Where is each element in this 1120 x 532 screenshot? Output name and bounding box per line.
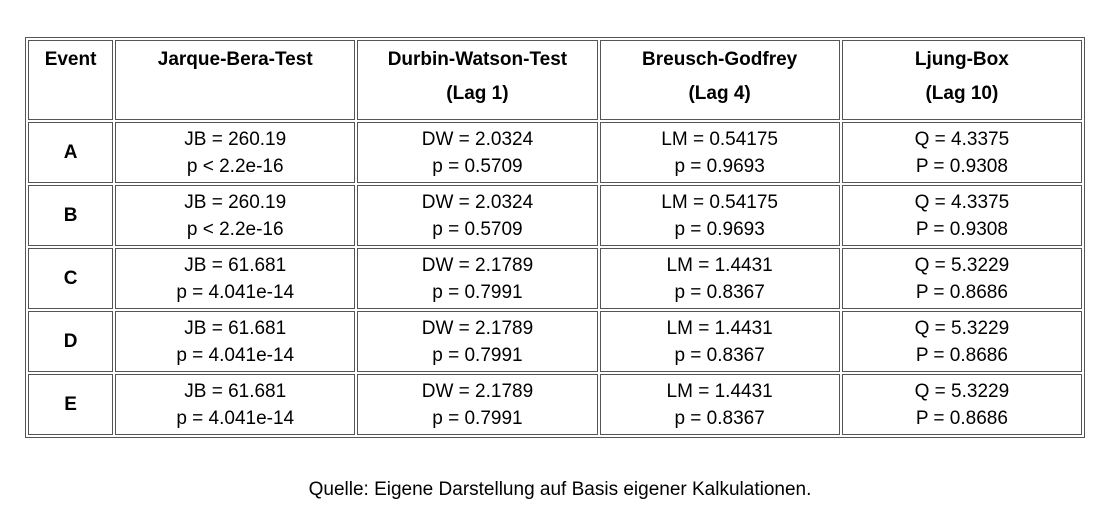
jb-p-value: p < 2.2e-16 [186, 218, 284, 240]
q-p-value: P = 0.9308 [915, 155, 1008, 177]
header-ljung-box: Ljung-Box (Lag 10) [841, 40, 1082, 120]
jb-p-value: p = 4.041e-14 [176, 407, 295, 429]
durbin-watson-cell: DW = 2.1789 p = 0.7991 [357, 311, 598, 372]
header-event-label: Event [44, 49, 97, 70]
jb-stat: JB = 61.681 [184, 317, 287, 339]
ljung-box-cell: Q = 5.3229 P = 0.8686 [841, 311, 1082, 372]
lm-p-value: p = 0.8367 [674, 344, 765, 366]
header-row: Event Jarque-Bera-Test Durbin-Watson-Tes… [28, 40, 1082, 120]
dw-stat: DW = 2.0324 [421, 128, 534, 150]
dw-stat: DW = 2.0324 [421, 191, 534, 213]
q-stat: Q = 4.3375 [914, 191, 1010, 213]
lm-p-value: p = 0.9693 [674, 155, 765, 177]
q-stat: Q = 5.3229 [914, 380, 1010, 402]
q-p-value: P = 0.8686 [915, 344, 1008, 366]
lm-p-value: p = 0.8367 [674, 281, 765, 303]
jb-p-value: p = 4.041e-14 [176, 344, 295, 366]
dw-stat: DW = 2.1789 [421, 254, 534, 276]
source-caption: Quelle: Eigene Darstellung auf Basis eig… [308, 479, 812, 500]
breusch-godfrey-cell: LM = 1.4431 p = 0.8367 [599, 374, 840, 435]
event-cell: D [28, 311, 114, 372]
header-durbin-watson-label: Durbin-Watson-Test [387, 49, 568, 70]
jb-stat: JB = 260.19 [184, 128, 287, 150]
q-p-value: P = 0.9308 [915, 218, 1008, 240]
header-jarque-bera-label: Jarque-Bera-Test [157, 49, 313, 70]
table-row: C JB = 61.681 p = 4.041e-14 DW = 2.1789 … [28, 248, 1082, 309]
breusch-godfrey-cell: LM = 1.4431 p = 0.8367 [599, 311, 840, 372]
header-breusch-godfrey-lag: (Lag 4) [688, 83, 751, 104]
lm-stat: LM = 1.4431 [666, 317, 773, 339]
ljung-box-cell: Q = 4.3375 P = 0.9308 [841, 185, 1082, 246]
q-p-value: P = 0.8686 [915, 281, 1008, 303]
q-stat: Q = 5.3229 [914, 254, 1010, 276]
header-ljung-box-label: Ljung-Box [914, 49, 1009, 70]
ljung-box-cell: Q = 5.3229 P = 0.8686 [841, 374, 1082, 435]
durbin-watson-cell: DW = 2.1789 p = 0.7991 [357, 248, 598, 309]
dw-p-value: p = 0.7991 [432, 344, 523, 366]
dw-stat: DW = 2.1789 [421, 380, 534, 402]
durbin-watson-cell: DW = 2.0324 p = 0.5709 [357, 185, 598, 246]
jb-stat: JB = 61.681 [184, 380, 287, 402]
header-event: Event [28, 40, 114, 120]
dw-stat: DW = 2.1789 [421, 317, 534, 339]
header-durbin-watson-lag: (Lag 1) [446, 83, 509, 104]
ljung-box-cell: Q = 5.3229 P = 0.8686 [841, 248, 1082, 309]
breusch-godfrey-cell: LM = 0.54175 p = 0.9693 [599, 185, 840, 246]
q-stat: Q = 5.3229 [914, 317, 1010, 339]
table-row: E JB = 61.681 p = 4.041e-14 DW = 2.1789 … [28, 374, 1082, 435]
jarque-bera-cell: JB = 260.19 p < 2.2e-16 [115, 122, 356, 183]
table-row: D JB = 61.681 p = 4.041e-14 DW = 2.1789 … [28, 311, 1082, 372]
dw-p-value: p = 0.7991 [432, 281, 523, 303]
jb-p-value: p = 4.041e-14 [176, 281, 295, 303]
dw-p-value: p = 0.7991 [432, 407, 523, 429]
table-row: A JB = 260.19 p < 2.2e-16 DW = 2.0324 p … [28, 122, 1082, 183]
breusch-godfrey-cell: LM = 0.54175 p = 0.9693 [599, 122, 840, 183]
q-p-value: P = 0.8686 [915, 407, 1008, 429]
durbin-watson-cell: DW = 2.0324 p = 0.5709 [357, 122, 598, 183]
table-row: B JB = 260.19 p < 2.2e-16 DW = 2.0324 p … [28, 185, 1082, 246]
event-cell: E [28, 374, 114, 435]
jb-stat: JB = 61.681 [184, 254, 287, 276]
lm-stat: LM = 1.4431 [666, 254, 773, 276]
jarque-bera-cell: JB = 260.19 p < 2.2e-16 [115, 185, 356, 246]
jb-p-value: p < 2.2e-16 [186, 155, 284, 177]
lm-p-value: p = 0.8367 [674, 407, 765, 429]
event-cell: C [28, 248, 114, 309]
durbin-watson-cell: DW = 2.1789 p = 0.7991 [357, 374, 598, 435]
jarque-bera-cell: JB = 61.681 p = 4.041e-14 [115, 374, 356, 435]
jarque-bera-cell: JB = 61.681 p = 4.041e-14 [115, 311, 356, 372]
header-breusch-godfrey-label: Breusch-Godfrey [642, 49, 798, 70]
lm-stat: LM = 1.4431 [666, 380, 773, 402]
event-cell: B [28, 185, 114, 246]
dw-p-value: p = 0.5709 [432, 218, 523, 240]
ljung-box-cell: Q = 4.3375 P = 0.9308 [841, 122, 1082, 183]
header-ljung-box-lag: (Lag 10) [925, 83, 999, 104]
jb-stat: JB = 260.19 [184, 191, 287, 213]
event-cell: A [28, 122, 114, 183]
q-stat: Q = 4.3375 [914, 128, 1010, 150]
lm-stat: LM = 0.54175 [661, 128, 778, 150]
breusch-godfrey-cell: LM = 1.4431 p = 0.8367 [599, 248, 840, 309]
dw-p-value: p = 0.5709 [432, 155, 523, 177]
jarque-bera-cell: JB = 61.681 p = 4.041e-14 [115, 248, 356, 309]
header-durbin-watson: Durbin-Watson-Test (Lag 1) [357, 40, 598, 120]
header-breusch-godfrey: Breusch-Godfrey (Lag 4) [599, 40, 840, 120]
header-jarque-bera: Jarque-Bera-Test [115, 40, 356, 120]
lm-p-value: p = 0.9693 [674, 218, 765, 240]
lm-stat: LM = 0.54175 [661, 191, 778, 213]
results-table: Event Jarque-Bera-Test Durbin-Watson-Tes… [25, 37, 1085, 438]
